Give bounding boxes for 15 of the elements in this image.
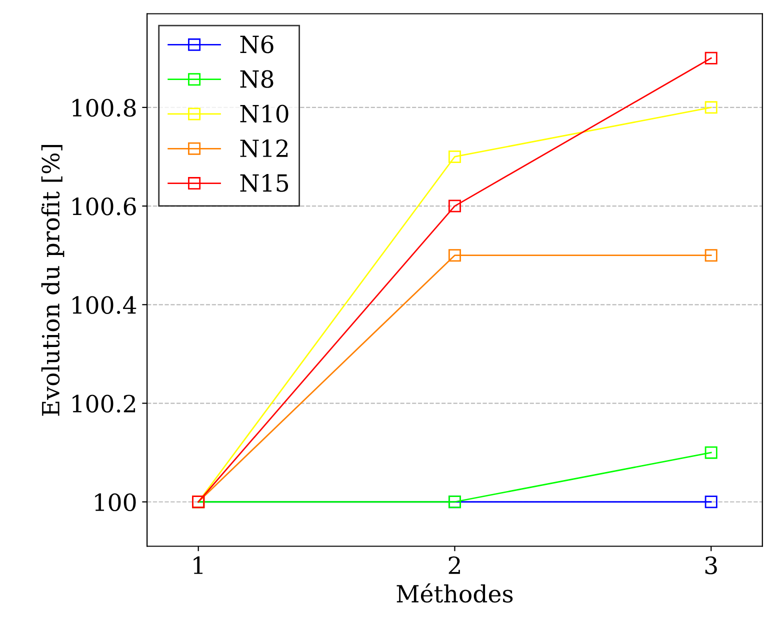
x-tick-label: 2 bbox=[448, 556, 460, 574]
x-axis-title: Méthodes bbox=[396, 583, 513, 603]
legend-label: N10 bbox=[240, 104, 288, 123]
y-tick-label: 100 bbox=[95, 493, 136, 512]
legend-label: N8 bbox=[240, 70, 274, 88]
y-tick-label: 100.2 bbox=[72, 394, 136, 413]
x-tick-label: 3 bbox=[705, 556, 717, 574]
legend-label: N15 bbox=[240, 174, 288, 192]
y-tick-label: 100.8 bbox=[72, 98, 136, 117]
y-tick-label: 100.4 bbox=[72, 296, 136, 314]
x-tick-label: 1 bbox=[194, 556, 202, 574]
y-axis-title: Evolution du profit [%] bbox=[41, 144, 64, 416]
legend-label: N12 bbox=[240, 139, 288, 158]
legend-label: N6 bbox=[240, 35, 274, 54]
y-tick-label: 100.6 bbox=[72, 197, 136, 216]
